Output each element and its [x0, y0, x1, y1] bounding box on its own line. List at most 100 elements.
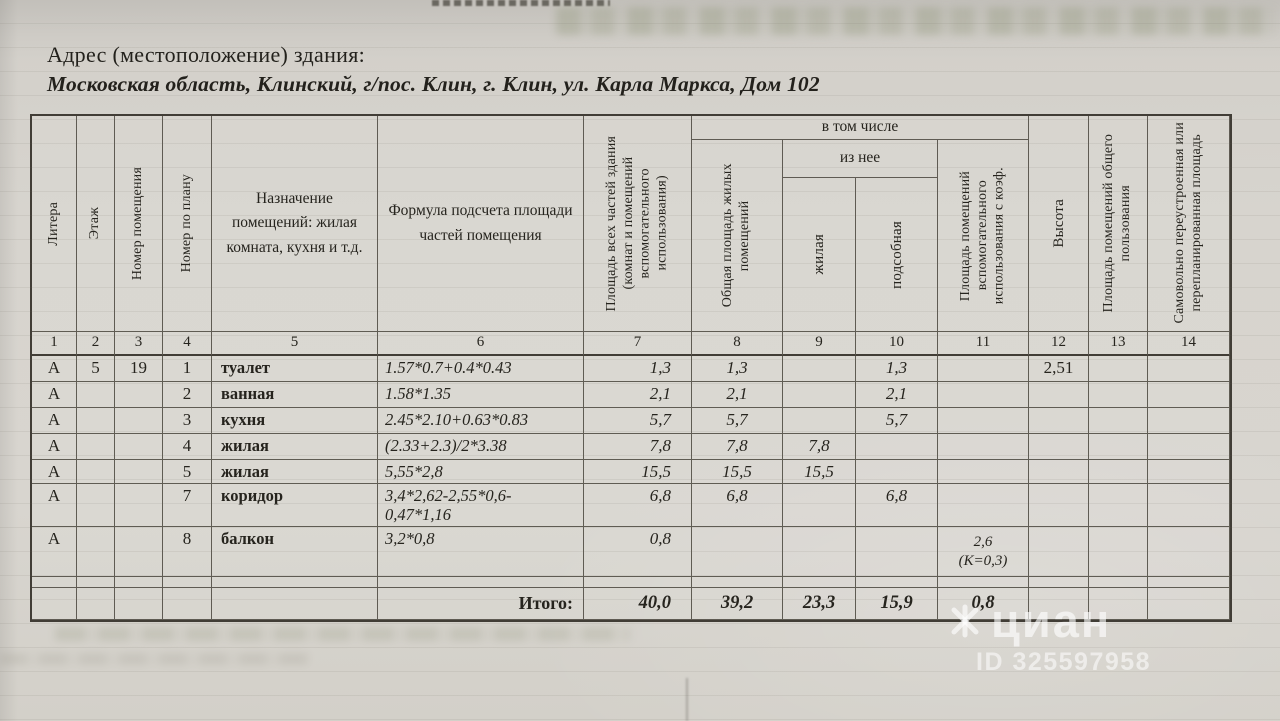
header-cell-samovolno: Самовольно переустроенная или перепланир…	[1148, 116, 1230, 332]
cell-empty	[1089, 577, 1148, 588]
cell-area-all: 15,5	[584, 460, 692, 484]
header-label: Площадь помещений вспомогательного испол…	[957, 166, 1007, 305]
cell-area-utility: 6,8	[856, 484, 938, 527]
cell-litera: А	[32, 434, 77, 460]
cell-nomer-po-planu: 8	[163, 527, 212, 577]
header-label: жилая	[811, 234, 827, 275]
cell-etazh	[77, 484, 115, 527]
cell-etazh	[77, 460, 115, 484]
cian-watermark: циан ID 325597958	[948, 597, 1151, 677]
cell-area-living: 7,8	[783, 434, 856, 460]
header-group-iz-nee: из нее	[783, 140, 938, 178]
column-number: 2	[77, 332, 115, 356]
column-number: 1	[32, 332, 77, 356]
cell-area-aux-coef	[938, 484, 1029, 527]
cell-area-all: 2,1	[584, 382, 692, 408]
cell-room-name: жилая	[212, 434, 378, 460]
cell-area-aux-coef	[938, 434, 1029, 460]
cell-nomer-po-planu: 7	[163, 484, 212, 527]
cell-area-aux-coef	[938, 356, 1029, 382]
cell-room-name: туалет	[212, 356, 378, 382]
cell-area-all: 0,8	[584, 527, 692, 577]
cell-area-total: 5,7	[692, 408, 783, 434]
total-area-total: 39,2	[692, 588, 783, 620]
header-cell-podsobnaya: подсобная	[856, 178, 938, 332]
column-number: 4	[163, 332, 212, 356]
cell-total	[115, 588, 163, 620]
header-label: Номер помещения	[130, 166, 146, 281]
cell-area-total: 2,1	[692, 382, 783, 408]
cell-common-area	[1089, 460, 1148, 484]
cell-unauthorized-area	[1148, 356, 1230, 382]
cell-area-living	[783, 382, 856, 408]
cell-etazh	[77, 408, 115, 434]
cell-empty	[1148, 577, 1230, 588]
cell-area-utility	[856, 527, 938, 577]
header-cell-litera: Литера	[32, 116, 77, 332]
cell-nomer-pomeshcheniya	[115, 484, 163, 527]
cell-room-name: коридор	[212, 484, 378, 527]
cell-unauthorized-area	[1148, 434, 1230, 460]
cell-formula: (2.33+2.3)/2*3.38	[378, 434, 584, 460]
total-area-utility: 15,9	[856, 588, 938, 620]
cell-common-area	[1089, 356, 1148, 382]
cell-area-living: 15,5	[783, 460, 856, 484]
cell-empty	[783, 577, 856, 588]
cell-area-aux-coef	[938, 460, 1029, 484]
cell-empty	[163, 577, 212, 588]
cell-total	[1089, 588, 1148, 620]
header-label: Площадь всех частей здания (комнат и пом…	[603, 135, 670, 312]
column-number: 10	[856, 332, 938, 356]
header-cell-formula: Формула подсчета площади частей помещени…	[378, 116, 584, 332]
header-label: Назначение помещений: жилая комната, кух…	[226, 190, 363, 256]
cell-formula: 3,4*2,62-2,55*0,6- 0,47*1,16	[378, 484, 584, 527]
cell-area-utility: 2,1	[856, 382, 938, 408]
cell-etazh: 5	[77, 356, 115, 382]
header-label: Формула подсчета площади частей помещени…	[388, 202, 573, 244]
cell-etazh	[77, 382, 115, 408]
cian-logo-icon	[951, 604, 979, 637]
cell-area-living	[783, 408, 856, 434]
cell-height	[1029, 527, 1089, 577]
cell-height	[1029, 382, 1089, 408]
cell-nomer-pomeshcheniya	[115, 434, 163, 460]
cell-empty	[77, 577, 115, 588]
cell-formula: 5,55*2,8	[378, 460, 584, 484]
cell-formula: 1.57*0.7+0.4*0.43	[378, 356, 584, 382]
cell-nomer-po-planu: 4	[163, 434, 212, 460]
cell-litera: А	[32, 408, 77, 434]
cell-total	[1148, 588, 1230, 620]
cell-area-living	[783, 484, 856, 527]
cell-etazh	[77, 527, 115, 577]
header-cell-obshchaya-ploshchad: Общая площадь жилых помещений	[692, 140, 783, 332]
column-number: 13	[1089, 332, 1148, 356]
cell-area-total: 7,8	[692, 434, 783, 460]
cell-area-utility	[856, 460, 938, 484]
header-cell-etazh: Этаж	[77, 116, 115, 332]
cell-total	[163, 588, 212, 620]
cell-height: 2,51	[1029, 356, 1089, 382]
cell-room-name: кухня	[212, 408, 378, 434]
column-number: 11	[938, 332, 1029, 356]
header-label: Общая площадь жилых помещений	[720, 163, 752, 308]
cell-total	[212, 588, 378, 620]
cell-area-all: 7,8	[584, 434, 692, 460]
header-cell-naznachenie: Назначение помещений: жилая комната, кух…	[212, 116, 378, 332]
column-number: 3	[115, 332, 163, 356]
cell-area-total	[692, 527, 783, 577]
column-number: 7	[584, 332, 692, 356]
cell-height	[1029, 460, 1089, 484]
cell-litera: А	[32, 460, 77, 484]
header-cell-nomer-pomeshcheniya: Номер помещения	[115, 116, 163, 332]
header-label: Этаж	[87, 207, 103, 240]
cian-id-text: ID 325597958	[976, 648, 1152, 676]
bleedthrough-vertical-line	[686, 678, 688, 721]
cell-nomer-po-planu: 5	[163, 460, 212, 484]
bleedthrough-top-fragment	[432, 0, 610, 6]
cell-litera: А	[32, 484, 77, 527]
cell-empty	[378, 577, 584, 588]
cell-formula: 2.45*2.10+0.63*0.83	[378, 408, 584, 434]
header-group-v-tom-chisle: в том числе	[692, 116, 1029, 140]
cell-nomer-pomeshcheniya	[115, 382, 163, 408]
cell-area-aux-coef	[938, 382, 1029, 408]
